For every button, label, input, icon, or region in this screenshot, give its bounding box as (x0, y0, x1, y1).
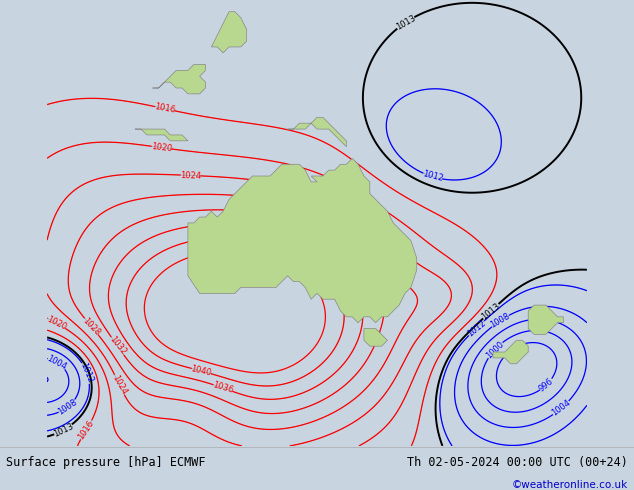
Text: 1004: 1004 (46, 353, 68, 371)
Text: 1032: 1032 (107, 335, 127, 357)
Text: 1020: 1020 (45, 315, 68, 332)
Text: 1024: 1024 (180, 171, 201, 180)
Text: 1020: 1020 (150, 142, 172, 153)
Text: 1016: 1016 (153, 102, 176, 115)
Text: 1028: 1028 (81, 316, 102, 337)
Text: 1044: 1044 (271, 254, 294, 270)
Text: 1004: 1004 (550, 398, 573, 418)
Text: 1036: 1036 (212, 381, 235, 395)
Text: 1024: 1024 (110, 373, 129, 396)
Text: ©weatheronline.co.uk: ©weatheronline.co.uk (512, 480, 628, 490)
Text: 996: 996 (537, 376, 555, 393)
Text: 1008: 1008 (56, 397, 79, 416)
Text: 1012: 1012 (422, 170, 444, 184)
Text: 1016: 1016 (77, 418, 96, 441)
Text: 1013: 1013 (480, 301, 502, 321)
Text: 1040: 1040 (190, 364, 212, 378)
Text: Th 02-05-2024 00:00 UTC (00+24): Th 02-05-2024 00:00 UTC (00+24) (407, 456, 628, 469)
Text: 1013: 1013 (394, 13, 417, 31)
Text: 1012: 1012 (79, 362, 95, 384)
Text: 1012: 1012 (465, 318, 488, 338)
Text: 1008: 1008 (489, 312, 512, 330)
Text: 1000: 1000 (484, 339, 506, 360)
Text: 1013: 1013 (52, 421, 75, 439)
Text: Surface pressure [hPa] ECMWF: Surface pressure [hPa] ECMWF (6, 456, 206, 469)
